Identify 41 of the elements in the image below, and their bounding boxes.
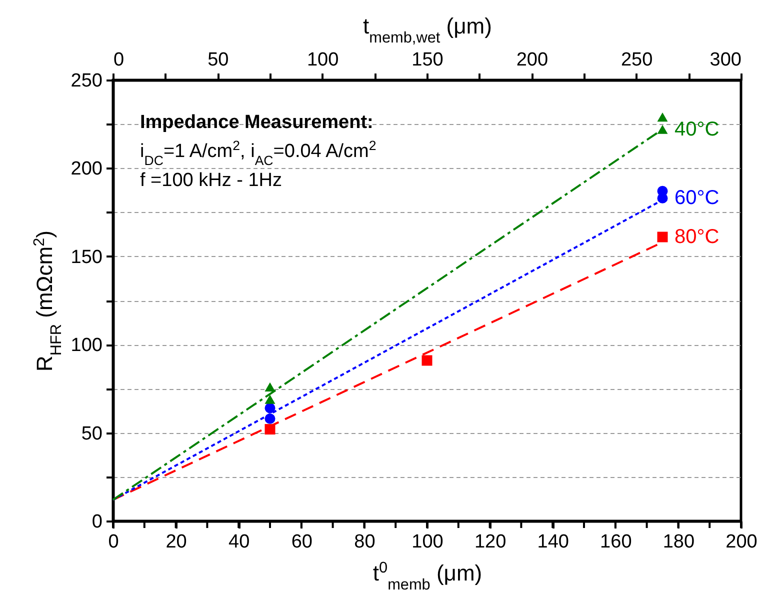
x2-axis-title: t$_{memb,wet}$ (μm) [363, 14, 492, 46]
x2-tick-label: 0 [114, 50, 124, 70]
y-tick-label: 0 [92, 512, 102, 532]
x2-tick-label: 150 [412, 50, 444, 70]
x-tick-label: 120 [474, 532, 506, 552]
point [264, 394, 276, 404]
point [264, 424, 276, 435]
x2-tick-label: 50 [208, 50, 229, 70]
annotation: Impedance Measurement: [140, 112, 374, 133]
x2-tick-label: 100 [306, 50, 339, 70]
x2-tick-label: 250 [620, 50, 653, 70]
x-tick-label: 180 [662, 532, 695, 552]
y-tick-label: 250 [70, 70, 102, 92]
x-tick-label: 0 [108, 532, 119, 552]
series-label: 60°C [674, 187, 720, 210]
annotation: f =100 kHz - 1Hz [140, 170, 282, 191]
y-tick-label: 50 [81, 423, 102, 444]
x-tick-label: 140 [537, 532, 569, 552]
point [264, 382, 276, 392]
x-tick-label: 60 [291, 532, 312, 552]
point [657, 232, 668, 242]
x-tick-label: 20 [166, 532, 187, 552]
point [422, 355, 432, 366]
annotation: i$_{DC}$=1 A/cm$^{2}$, i$_{AC}$=0.04 A/cm$^{2}$ [140, 138, 376, 168]
x2-tick-label: 200 [516, 50, 548, 70]
x-tick-label: 160 [600, 532, 632, 552]
x2-tick-label: 300 [710, 50, 742, 70]
series-label: 40°C [674, 118, 720, 140]
point [264, 413, 276, 424]
point [657, 112, 668, 122]
series-label: 80°C [674, 226, 720, 248]
x-axis-title: t$^{0}$$_{memb}$ (μm) [372, 559, 482, 593]
y-tick-label: 150 [70, 246, 102, 268]
y-tick-label: 100 [70, 335, 102, 356]
x-tick-label: 200 [726, 532, 758, 552]
x-tick-label: 80 [354, 532, 376, 552]
x-tick-label: 100 [412, 532, 444, 552]
y-tick-label: 200 [70, 158, 102, 180]
point [657, 124, 668, 134]
x-tick-label: 40 [228, 532, 250, 552]
point [264, 402, 276, 414]
